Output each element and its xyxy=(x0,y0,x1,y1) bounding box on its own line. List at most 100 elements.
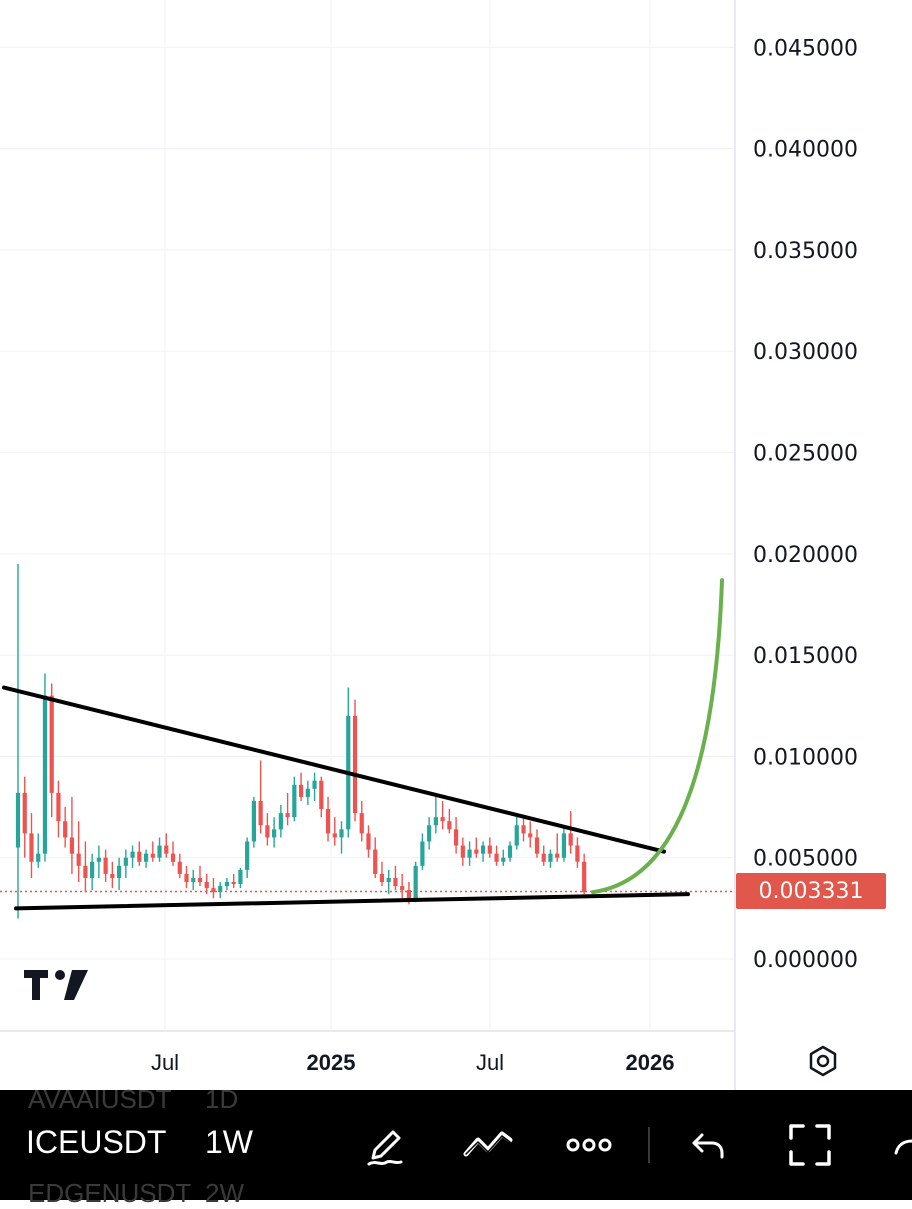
candle-body xyxy=(238,869,243,885)
projection-curve[interactable] xyxy=(591,578,724,895)
candle-body xyxy=(150,853,155,858)
candle-body xyxy=(278,813,283,830)
candle-body xyxy=(359,813,364,834)
price-axis-label: 0.020000 xyxy=(753,543,858,568)
chart-settings-button[interactable] xyxy=(798,1038,848,1084)
candle-body xyxy=(63,821,68,838)
price-chart[interactable]: 0.045000 0.040000 0.035000 0.030000 0.025000… xyxy=(0,0,912,1090)
candle-body xyxy=(325,809,331,834)
price-axis: 0.045000 0.040000 0.035000 0.030000 0.025000… xyxy=(753,36,858,973)
price-axis-label: 0.000000 xyxy=(753,948,858,973)
candle-body xyxy=(177,861,182,874)
trendline[interactable] xyxy=(2,685,666,854)
candle-body xyxy=(319,780,324,810)
candle-body xyxy=(258,800,263,826)
time-axis-label: Jul xyxy=(151,1050,179,1075)
chart-area[interactable]: 0.045000 0.040000 0.035000 0.030000 0.025000… xyxy=(0,0,912,1090)
candle-body xyxy=(501,857,506,862)
time-axis: Jul 2025 Jul 2026 xyxy=(151,1050,675,1075)
candle-body xyxy=(393,877,398,887)
candle-body xyxy=(521,825,526,834)
candle-body xyxy=(582,861,587,893)
candle-body xyxy=(143,853,149,862)
interval-next[interactable]: 2W xyxy=(205,1178,244,1208)
candle-body xyxy=(487,845,492,854)
trendline[interactable] xyxy=(14,892,690,911)
chart-grid xyxy=(0,0,735,1031)
candle-body xyxy=(312,780,317,789)
candle-body xyxy=(218,886,223,893)
drawings-layer xyxy=(2,578,724,911)
candle-body xyxy=(36,853,41,862)
candle-body xyxy=(386,877,391,883)
more-icon xyxy=(566,1138,612,1152)
candle-body xyxy=(528,833,533,838)
candles-layer xyxy=(15,563,587,919)
more-button[interactable] xyxy=(559,1115,619,1175)
candle-body xyxy=(117,865,122,878)
candle-body xyxy=(251,800,256,842)
candle-body xyxy=(22,792,27,834)
fullscreen-button[interactable] xyxy=(780,1115,840,1175)
candle-body xyxy=(137,851,142,862)
candle-body xyxy=(400,886,405,891)
candle-body xyxy=(548,853,553,862)
candle-body xyxy=(211,888,216,893)
candle-body xyxy=(76,853,81,866)
candle-body xyxy=(555,853,560,858)
candle-body xyxy=(494,853,499,862)
candle-body xyxy=(42,695,48,854)
candle-body xyxy=(575,845,580,862)
undo-icon xyxy=(692,1133,724,1159)
candle-body xyxy=(110,873,115,878)
interval-prev[interactable]: 1D xyxy=(205,1084,239,1114)
price-axis-label: 0.025000 xyxy=(753,442,858,467)
time-axis-label: 2026 xyxy=(626,1050,675,1075)
toolbar-overflow-icon xyxy=(876,1115,912,1175)
candle-body xyxy=(56,792,61,822)
price-axis-label: 0.015000 xyxy=(753,644,858,669)
candle-body xyxy=(103,857,108,874)
price-axis-label: 0.040000 xyxy=(753,138,858,163)
symbol-next[interactable]: EDGENUSDT xyxy=(28,1178,192,1208)
candle-body xyxy=(427,825,432,842)
undo-button[interactable] xyxy=(678,1115,738,1175)
candle-body xyxy=(379,873,385,883)
bottom-toolbar xyxy=(0,1090,912,1200)
trend-line-tool-button[interactable] xyxy=(458,1115,518,1175)
price-axis-label: 0.010000 xyxy=(753,745,858,770)
candle-body xyxy=(474,849,479,854)
candle-body xyxy=(245,841,250,870)
candle-body xyxy=(69,837,75,854)
candle-body xyxy=(534,837,540,854)
candle-body xyxy=(204,882,209,889)
candle-body xyxy=(96,857,101,862)
candle-body xyxy=(433,817,438,826)
candle-body xyxy=(29,833,34,862)
candle-body xyxy=(467,849,472,858)
candle-body xyxy=(15,792,21,848)
candle-body xyxy=(460,845,465,858)
candle-body xyxy=(561,833,567,858)
candle-body xyxy=(170,853,176,862)
candle-body xyxy=(480,845,486,854)
candle-body xyxy=(157,845,162,858)
interval-selector[interactable]: 1W xyxy=(205,1124,253,1160)
candle-body xyxy=(123,857,128,866)
candle-body xyxy=(507,845,513,858)
price-axis-label: 0.035000 xyxy=(753,239,858,264)
candle-body xyxy=(366,833,371,850)
symbol-prev[interactable]: AVAAIUSDT xyxy=(28,1084,172,1114)
candle-body xyxy=(514,825,519,846)
toolbar-divider xyxy=(648,1127,650,1163)
candle-body xyxy=(541,853,546,862)
draw-button[interactable] xyxy=(356,1115,416,1175)
price-axis-label: 0.045000 xyxy=(753,36,858,61)
symbol-selector[interactable]: ICEUSDT xyxy=(26,1124,167,1160)
pen-icon xyxy=(367,1130,403,1166)
candle-body xyxy=(49,695,54,793)
candle-body xyxy=(373,849,378,874)
settings-hexagon-icon xyxy=(809,1045,837,1077)
candle-body xyxy=(272,829,277,838)
candle-body xyxy=(83,865,88,878)
